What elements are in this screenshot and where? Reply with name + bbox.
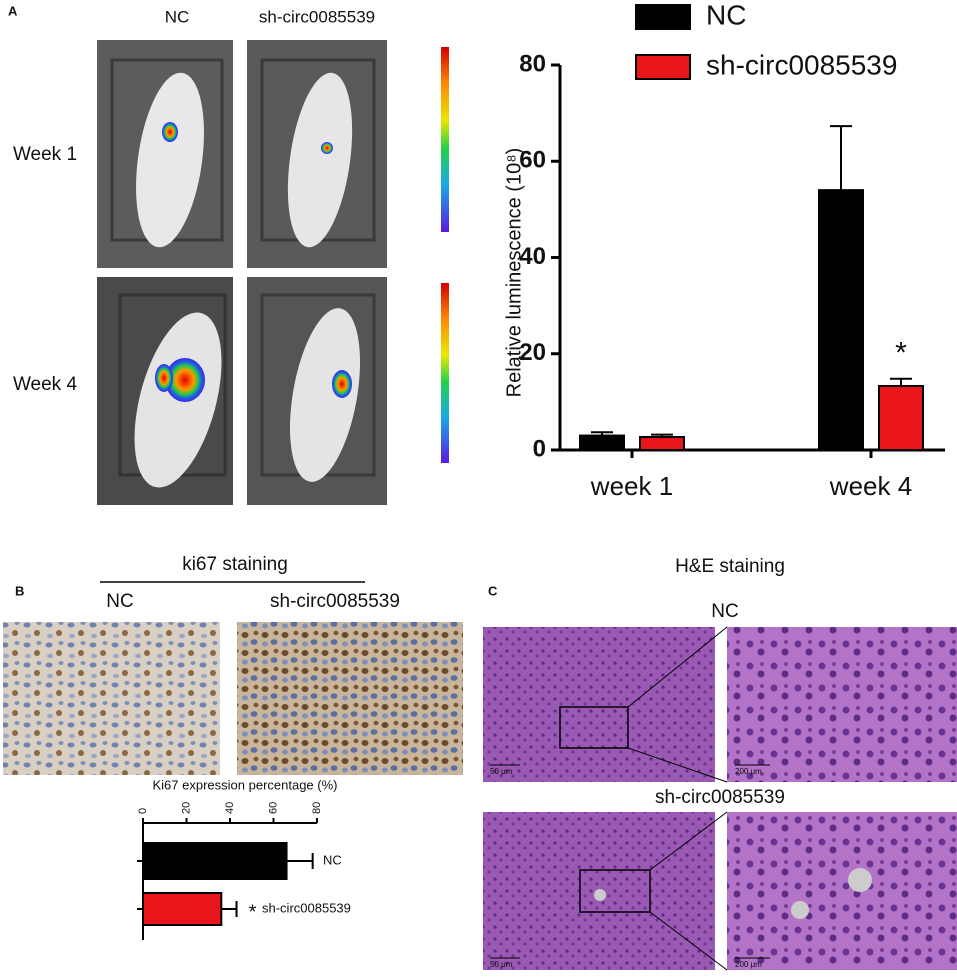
x-tick-label: 20	[180, 802, 192, 814]
category-label: sh-circ0085539	[262, 900, 351, 915]
y-tick-label: 0	[533, 435, 546, 462]
scale-bar-label: 200 μm	[735, 767, 762, 776]
scale-bar-label: 50 μm	[490, 960, 513, 969]
legend-label: NC	[706, 0, 746, 30]
ki67-images	[3, 581, 463, 775]
panel-label: A	[8, 3, 18, 18]
y-tick-label: 40	[519, 243, 546, 270]
he-images	[483, 626, 957, 971]
x-tick-label: week 4	[829, 471, 912, 501]
bar	[639, 436, 685, 452]
panel-label: B	[15, 583, 24, 598]
x-tick-label: 0	[137, 808, 149, 814]
y-axis-label: Relative luminescence (10⁸)	[503, 148, 525, 398]
y-tick-label: 80	[519, 50, 546, 77]
significance-label: *	[249, 901, 257, 923]
column-label: sh-circ0085539	[270, 591, 400, 612]
column-label: NC	[106, 591, 133, 612]
bar	[142, 842, 288, 880]
column-label: NC	[165, 7, 190, 26]
legend-swatch	[635, 4, 691, 30]
chart-title: Ki67 expression percentage (%)	[153, 777, 338, 792]
y-tick-label: 20	[519, 339, 546, 366]
row-label: NC	[711, 601, 738, 622]
x-tick-label: 80	[311, 802, 323, 814]
column-label: sh-circ0085539	[259, 7, 375, 26]
legend-label: sh-circ0085539	[706, 49, 897, 80]
bar	[142, 892, 223, 926]
panel-title: H&E staining	[675, 556, 785, 577]
significance-label: *	[895, 337, 907, 370]
bar	[818, 189, 864, 451]
x-tick-label: week 1	[590, 471, 673, 501]
x-tick-label: 40	[224, 802, 236, 814]
y-tick-label: 60	[519, 147, 546, 174]
legend-swatch	[635, 54, 691, 80]
x-tick-label: 60	[267, 802, 279, 814]
mouse-images	[97, 40, 449, 505]
scale-bar-label: 200 μm	[735, 960, 762, 969]
bar	[579, 434, 625, 451]
category-label: NC	[323, 852, 342, 867]
scale-bar-label: 50 μm	[490, 767, 513, 776]
row-label: Week 1	[13, 144, 77, 165]
row-label: Week 4	[13, 374, 78, 395]
panel-title: ki67 staining	[182, 554, 288, 575]
bar	[878, 384, 924, 451]
row-label: sh-circ0085539	[655, 787, 785, 808]
panel-label: C	[488, 583, 498, 598]
